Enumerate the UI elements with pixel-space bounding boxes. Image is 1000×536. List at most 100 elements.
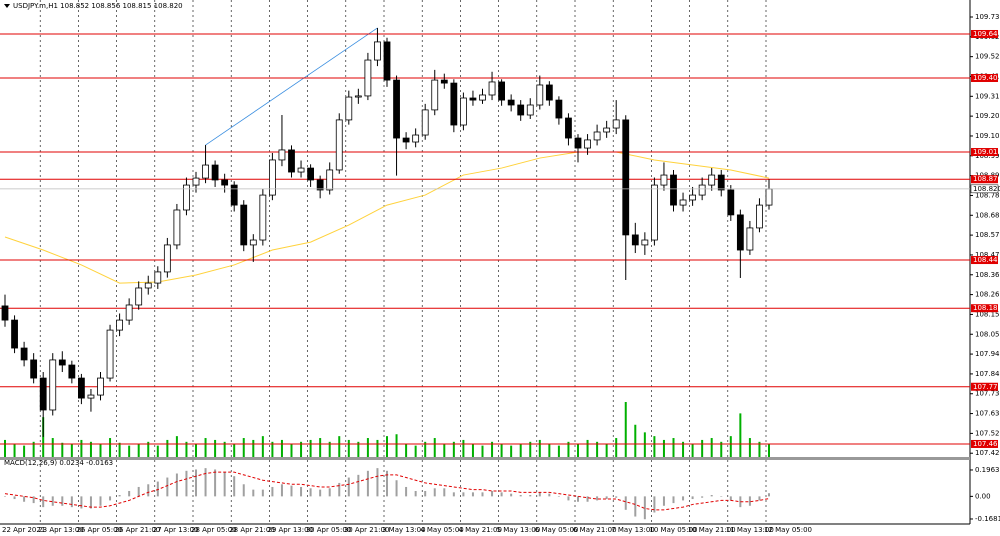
candle-body (268, 159, 276, 196)
candle-body (211, 164, 219, 181)
macd-bar (300, 486, 303, 497)
candle-body (326, 169, 334, 191)
volume-bar (357, 441, 360, 457)
candle-body (622, 119, 630, 236)
candle-body (173, 209, 181, 246)
macd-bar (739, 496, 742, 508)
macd-bar (23, 496, 26, 502)
menu-arrow[interactable] (4, 4, 10, 8)
candle-body (450, 82, 458, 126)
macd-bar (538, 492, 541, 497)
macd-bar (433, 488, 436, 497)
volume-bar (32, 441, 35, 457)
macd-bar (682, 496, 685, 501)
volume-bar (300, 441, 303, 457)
volume-bar (204, 438, 207, 457)
candle-body (230, 184, 238, 206)
candle-body (20, 347, 28, 361)
panel-separator (0, 457, 970, 460)
macd-y-tick-label: -0.1681 (975, 515, 1000, 523)
volume-bar (548, 443, 551, 457)
macd-bar (309, 488, 312, 497)
candle-body (374, 41, 381, 61)
volume-bar (481, 445, 484, 457)
macd-bar (500, 492, 503, 497)
volume-bar (634, 424, 637, 457)
volume-bar (491, 441, 494, 457)
macd-bar (366, 470, 369, 497)
volume-bar (13, 443, 16, 457)
x-tick-label: 10 May 05:00 (649, 526, 697, 534)
candle-body (163, 244, 171, 273)
level-tag (971, 29, 998, 38)
macd-bar (462, 492, 465, 497)
volume-bar (51, 438, 54, 457)
macd-bar (42, 496, 45, 508)
y-tick-label: 107.630 (975, 410, 1000, 418)
current-price-tag (970, 184, 999, 194)
chart-title: USDJPY.m,H1 108.852 108.856 108.815 108.… (13, 2, 183, 10)
volume-bar (271, 441, 274, 457)
volume-bar (395, 434, 398, 457)
candle-body (507, 99, 515, 106)
macd-bar (328, 488, 331, 497)
y-tick-label: 108.155 (975, 310, 1000, 318)
volume-bar (386, 436, 388, 457)
macd-bar (491, 490, 494, 497)
macd-bar (195, 469, 197, 497)
macd-bar (319, 489, 322, 497)
macd-bar (605, 496, 608, 500)
macd-bar (471, 492, 474, 497)
x-tick-label: 5 May 13:00 (497, 526, 541, 534)
macd-bar (137, 486, 140, 497)
volume-bar (128, 445, 131, 457)
candle-body (335, 119, 343, 171)
candle-body (383, 41, 391, 81)
macd-title: MACD(12,26,9) 0.0234 -0.0163 (4, 459, 113, 467)
candle-body (698, 184, 706, 196)
volume-bar (529, 441, 532, 457)
moving-average (4, 151, 770, 284)
macd-bar (548, 493, 551, 497)
macd-bar (347, 477, 350, 497)
candle-body (68, 364, 76, 379)
current-price-label: 108.820 (973, 185, 1000, 193)
volume-bar (538, 439, 541, 457)
macd-bar (89, 496, 92, 509)
macd-bar (242, 484, 245, 497)
macd-bar (51, 496, 54, 506)
x-tick-label: 6 May 21:00 (573, 526, 617, 534)
candle-body (30, 359, 38, 379)
volume-bar (758, 441, 761, 457)
volume-bar (214, 439, 217, 457)
macd-bar (672, 496, 675, 504)
level-label: 107.469 (973, 440, 1000, 448)
macd-bar (252, 489, 255, 497)
volume-bar (156, 445, 159, 457)
y-tick-label: 109.730 (975, 13, 1000, 21)
volume-bar (768, 443, 770, 457)
volume-bar (233, 443, 236, 457)
volume-bar (290, 443, 293, 457)
x-tick-label: 3 May 13:00 (382, 526, 426, 534)
y-tick-label: 107.420 (975, 449, 1000, 457)
candle-body (106, 329, 114, 379)
macd-bar (175, 473, 178, 497)
level-label: 108.443 (973, 256, 1000, 264)
macd-bar (720, 496, 723, 497)
macd-bar (128, 490, 131, 497)
volume-bar (347, 439, 350, 457)
candle-body (459, 97, 467, 126)
volume-bar (662, 439, 665, 457)
candle-body (58, 359, 66, 366)
candle-body (756, 204, 763, 229)
candle-body (364, 59, 372, 97)
y-tick-label: 108.050 (975, 330, 1000, 338)
candle-body (412, 134, 420, 143)
candle-body (316, 179, 324, 191)
candle-body (651, 184, 658, 241)
volume-bar (242, 438, 245, 457)
candle-body (641, 239, 649, 246)
x-tick-label: 30 Apr 05:00 (306, 526, 352, 534)
